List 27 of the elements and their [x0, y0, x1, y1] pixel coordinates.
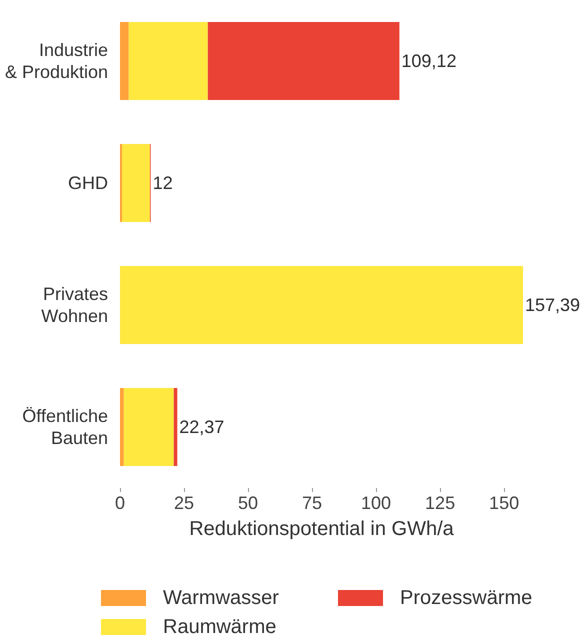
legend-label: Raumwärme [163, 616, 276, 637]
bar [124, 388, 174, 466]
x-axis-title: Reduktionspotential in GWh/a [189, 518, 455, 540]
total-label: 12 [152, 173, 173, 193]
x-tick-label: 125 [425, 493, 456, 513]
bar [120, 266, 523, 344]
y-tick-label: Privates Wohnen [41, 284, 108, 326]
bar [208, 22, 400, 100]
total-label: 22,37 [179, 417, 224, 437]
y-tick-label: GHD [68, 173, 108, 193]
x-tick-label: 25 [174, 493, 194, 513]
bar [120, 22, 129, 100]
bar [120, 388, 124, 466]
x-tick-label: 150 [489, 493, 520, 513]
total-label: 157,39 [525, 295, 580, 315]
x-tick-label: 75 [302, 493, 322, 513]
bar [174, 388, 178, 466]
x-tick-label: 0 [114, 493, 126, 513]
bar [122, 144, 150, 222]
x-tick-label: 100 [361, 493, 392, 513]
x-tick-label: 50 [238, 493, 258, 513]
legend-label: Warmwasser [163, 587, 280, 609]
bar [128, 22, 208, 100]
total-label: 109,12 [401, 51, 456, 71]
y-tick-label: Öffentliche Bauten [22, 406, 108, 448]
y-tick-label: Industrie & Produktion [4, 40, 108, 82]
legend-label: Prozesswärme [400, 587, 532, 609]
